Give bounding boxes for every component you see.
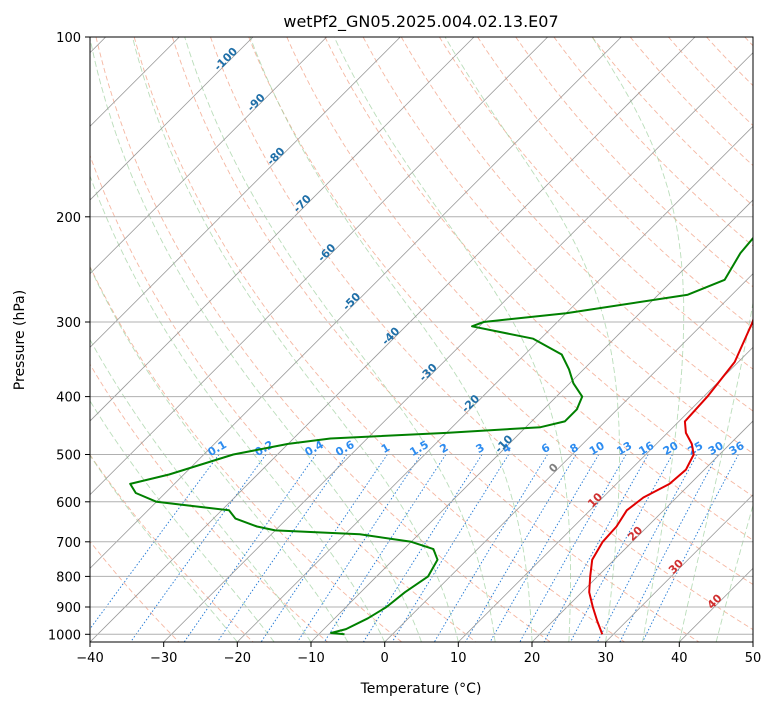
y-tick-label: 600	[56, 496, 81, 511]
y-tick-label: 300	[56, 316, 81, 331]
x-tick-label: 30	[597, 651, 614, 666]
x-tick-label: −20	[224, 651, 251, 666]
y-tick-label: 1000	[48, 628, 81, 643]
x-tick-label: −40	[76, 651, 103, 666]
y-tick-label: 200	[56, 211, 81, 226]
x-tick-label: −10	[297, 651, 324, 666]
x-tick-label: 50	[745, 651, 762, 666]
x-tick-label: −30	[150, 651, 177, 666]
y-tick-label: 100	[56, 31, 81, 46]
y-tick-label: 500	[56, 449, 81, 464]
y-tick-label: 400	[56, 391, 81, 406]
y-tick-label: 900	[56, 601, 81, 616]
y-tick-label: 700	[56, 536, 81, 551]
x-tick-label: 0	[381, 651, 389, 666]
y-axis-label: Pressure (hPa)	[12, 290, 28, 390]
x-tick-label: 10	[450, 651, 467, 666]
x-tick-label: 20	[524, 651, 541, 666]
y-tick-label: 800	[56, 570, 81, 585]
x-axis-label: Temperature (°C)	[360, 681, 482, 697]
chart-title: wetPf2_GN05.2025.004.02.13.E07	[283, 12, 558, 32]
x-tick-label: 40	[671, 651, 688, 666]
